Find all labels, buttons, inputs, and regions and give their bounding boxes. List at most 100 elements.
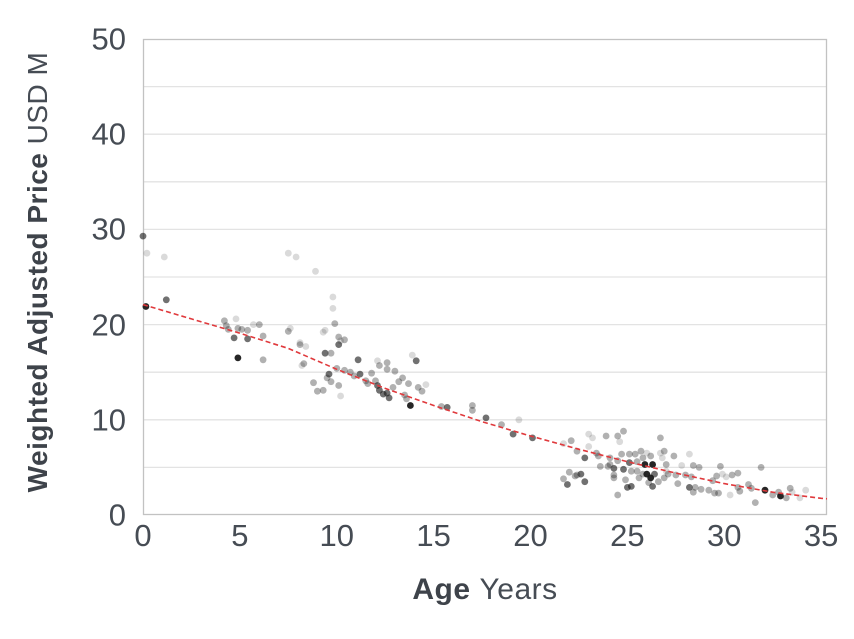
- scatter-point: [585, 430, 593, 438]
- scatter-point: [719, 470, 726, 478]
- plot-area-svg: [139, 38, 828, 516]
- scatter-point: [604, 463, 612, 470]
- scatter-point: [354, 356, 362, 364]
- scatter-point: [230, 334, 238, 342]
- scatter-point: [259, 356, 267, 364]
- scatter-point: [319, 386, 327, 394]
- scatter-point: [651, 470, 658, 478]
- scatter-point: [391, 367, 399, 375]
- scatter-point: [321, 349, 329, 357]
- scatter-point: [221, 317, 228, 325]
- scatter-point: [686, 484, 693, 491]
- scatter-point: [319, 328, 327, 336]
- x-axis-title: Age Years: [412, 573, 557, 607]
- scatter-point: [329, 305, 337, 312]
- scatter-point: [567, 437, 575, 445]
- scatter-point: [296, 339, 304, 347]
- scatter-point: [329, 293, 337, 301]
- x-tick-label: 5: [231, 518, 249, 553]
- scatter-point: [585, 443, 593, 450]
- y-tick-label: 30: [91, 211, 126, 247]
- scatter-point: [697, 485, 705, 493]
- scatter-point: [160, 253, 168, 261]
- x-tick-label: 20: [513, 518, 548, 553]
- scatter-point: [414, 384, 422, 391]
- scatter-point: [577, 470, 585, 478]
- scatter-point: [374, 357, 381, 365]
- scatter-point: [376, 362, 383, 369]
- scatter-point: [689, 488, 697, 496]
- scatter-point: [300, 360, 308, 367]
- scatter-point: [627, 467, 635, 475]
- scatter-point: [635, 474, 643, 482]
- y-tick-label: 20: [91, 307, 126, 343]
- scatter-point: [610, 465, 618, 472]
- x-tick-label: 30: [707, 518, 742, 553]
- scatter-point: [238, 326, 246, 333]
- scatter-point: [395, 378, 403, 386]
- scatter-point: [734, 469, 742, 477]
- scatter-point: [331, 320, 339, 327]
- scatter-point: [618, 450, 625, 458]
- scatter-point: [350, 372, 358, 380]
- scatter-point: [769, 491, 777, 499]
- scatter-point: [162, 296, 170, 304]
- scatter-point: [620, 427, 627, 435]
- scatter-point: [678, 462, 686, 469]
- scatter-point: [244, 326, 251, 334]
- y-tick-label: 10: [91, 402, 126, 438]
- scatter-point: [691, 484, 699, 491]
- scatter-point: [660, 447, 668, 455]
- scatter-point: [364, 380, 372, 387]
- scatter-point: [686, 450, 693, 458]
- scatter-point: [383, 359, 391, 367]
- scatter-point: [565, 468, 573, 476]
- scatter-point: [139, 232, 147, 240]
- scatter-point: [337, 337, 344, 345]
- scatter-point: [327, 349, 335, 357]
- scatter-point: [728, 471, 736, 479]
- scatter-point: [321, 326, 329, 334]
- scatter-point: [284, 327, 292, 335]
- scatter-point: [660, 474, 668, 482]
- scatter-point: [717, 463, 724, 470]
- x-tick-label: 10: [319, 518, 355, 553]
- scatter-point: [222, 322, 230, 329]
- scatter-point: [405, 380, 412, 387]
- scatter-point: [711, 489, 718, 497]
- scatter-point: [335, 382, 343, 389]
- scatter-point: [560, 475, 567, 483]
- scatter-point: [726, 491, 734, 499]
- scatter-point: [399, 374, 406, 382]
- scatter-point: [722, 473, 730, 481]
- x-tick-label: 35: [803, 518, 839, 553]
- scatter-point: [614, 491, 622, 499]
- scatter-point: [296, 341, 304, 348]
- scatter-point: [786, 484, 794, 492]
- scatter-point: [610, 474, 618, 482]
- scatter-point: [705, 486, 713, 494]
- scatter-point: [310, 379, 317, 387]
- scatter-point: [610, 471, 618, 479]
- scatter-point: [620, 465, 627, 473]
- scatter-point: [614, 432, 622, 440]
- scatter-point: [314, 387, 321, 395]
- scatter-point: [757, 464, 765, 471]
- scatter-point: [595, 452, 602, 460]
- scatter-point: [255, 321, 263, 328]
- scatter-point: [407, 402, 414, 409]
- scatter-point: [408, 351, 416, 359]
- scatter-point: [593, 449, 600, 457]
- scatter-point: [302, 343, 310, 350]
- scatter-point: [662, 467, 670, 475]
- x-axis-title-label: Age: [412, 573, 471, 606]
- scatter-point: [637, 447, 645, 455]
- scatter-point: [412, 357, 420, 365]
- scatter-point: [662, 461, 670, 468]
- scatter-point: [782, 494, 790, 502]
- scatter-point: [389, 384, 397, 391]
- x-tick-label: 25: [610, 518, 645, 553]
- scatter-point: [709, 477, 717, 485]
- scatter-point: [325, 370, 333, 378]
- scatter-point: [655, 478, 662, 486]
